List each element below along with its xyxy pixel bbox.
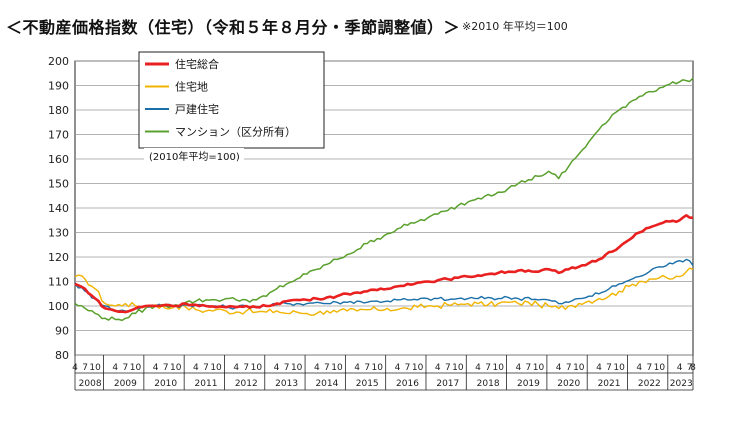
x-month-tick-label: 4 [435, 363, 441, 373]
legend-label-detached: 戸建住宅 [175, 102, 219, 116]
series-layer [74, 77, 694, 322]
x-year-label: 2023 [670, 379, 693, 389]
x-year-label: 2017 [436, 379, 459, 389]
x-month-tick-label: 10 [533, 363, 545, 373]
x-month-tick-label: 7 [606, 363, 612, 373]
x-month-tick-label: 7 [526, 363, 532, 373]
x-month-tick-label: 4 [72, 363, 78, 373]
x-year-label: 2011 [195, 379, 218, 389]
series-line-detached [74, 258, 694, 312]
y-tick-label: 130 [48, 227, 69, 240]
x-month-tick-label: 4 [475, 363, 481, 373]
x-year-label: 2014 [315, 379, 338, 389]
x-year-label: 2013 [275, 379, 298, 389]
x-year-label: 2016 [396, 379, 419, 389]
x-month-tick-label: 7 [646, 363, 652, 373]
x-month-tick-label: 4 [354, 363, 360, 373]
x-month-tick-label: 10 [412, 363, 424, 373]
x-month-tick-label: 10 [89, 363, 101, 373]
x-month-tick-label: 7 [566, 363, 572, 373]
y-tick-label: 200 [48, 55, 69, 68]
y-tick-label: 80 [55, 349, 69, 362]
y-tick-label: 120 [48, 251, 69, 264]
x-month-tick-label: 10 [452, 363, 464, 373]
x-month-tick-label: 10 [130, 363, 142, 373]
x-month-tick-label: 10 [613, 363, 625, 373]
x-year-label: 2020 [557, 379, 580, 389]
x-month-tick-label: 10 [291, 363, 303, 373]
x-month-tick-label: 10 [251, 363, 263, 373]
x-month-tick-label: 7 [324, 363, 330, 373]
x-year-label: 2021 [598, 379, 621, 389]
x-month-tick-label: 7 [123, 363, 129, 373]
x-month-tick-label: 7 [203, 363, 209, 373]
x-month-tick-label: 10 [372, 363, 384, 373]
x-month-tick-label: 4 [112, 363, 118, 373]
y-tick-label: 140 [48, 202, 69, 215]
x-month-tick-label: 10 [492, 363, 504, 373]
series-line-land [74, 267, 694, 316]
x-month-tick-label: 10 [654, 363, 666, 373]
x-month-tick-label: 7 [687, 363, 693, 373]
x-month-tick-label: 4 [274, 363, 280, 373]
x-month-tick-label: 7 [485, 363, 491, 373]
x-month-tick-label: 10 [170, 363, 182, 373]
y-tick-label: 180 [48, 104, 69, 117]
y-tick-label: 110 [48, 276, 69, 289]
x-year-label: 2019 [517, 379, 540, 389]
x-month-tick-label: 8 [690, 363, 696, 373]
x-month-tick-label: 4 [193, 363, 199, 373]
base-note-bg [144, 148, 244, 164]
base-note-label: (2010年平均=100) [149, 150, 240, 163]
base-year-note: ※2010 年平均＝100 [462, 20, 568, 33]
legend-label-condo: マンション（区分所有） [175, 125, 296, 139]
x-year-label: 2010 [154, 379, 177, 389]
x-year-label: 2012 [235, 379, 258, 389]
y-tick-label: 150 [48, 178, 69, 191]
x-month-tick-label: 7 [82, 363, 88, 373]
x-month-tick-label: 10 [573, 363, 585, 373]
x-year-label: 2015 [356, 379, 379, 389]
x-year-label: 2018 [477, 379, 500, 389]
x-month-tick-label: 4 [636, 363, 642, 373]
series-line-total [74, 214, 694, 314]
x-month-tick-label: 7 [445, 363, 451, 373]
x-month-tick-label: 4 [515, 363, 521, 373]
x-year-label: 2009 [114, 379, 137, 389]
x-month-tick-label: 10 [210, 363, 222, 373]
y-tick-label: 160 [48, 153, 69, 166]
y-tick-label: 190 [48, 80, 69, 93]
x-month-tick-label: 4 [153, 363, 159, 373]
x-month-tick-label: 7 [243, 363, 249, 373]
x-month-tick-label: 4 [596, 363, 602, 373]
x-month-tick-label: 7 [163, 363, 169, 373]
legend-label-total: 住宅総合 [175, 57, 219, 71]
x-month-tick-label: 4 [314, 363, 320, 373]
x-year-label: 2008 [79, 379, 102, 389]
y-tick-label: 100 [48, 300, 69, 313]
x-month-tick-label: 4 [233, 363, 239, 373]
y-tick-label: 90 [55, 325, 69, 338]
x-month-tick-label: 10 [331, 363, 343, 373]
x-month-tick-label: 7 [364, 363, 370, 373]
y-tick-label: 170 [48, 129, 69, 142]
x-year-label: 2022 [638, 379, 661, 389]
x-month-tick-label: 4 [677, 363, 683, 373]
x-month-tick-label: 4 [556, 363, 562, 373]
chart-title: ＜不動産価格指数（住宅）（令和５年８月分・季節調整値）＞ [6, 18, 461, 37]
x-month-tick-label: 7 [284, 363, 290, 373]
x-month-tick-label: 4 [395, 363, 401, 373]
x-month-tick-label: 7 [405, 363, 411, 373]
legend-box [138, 51, 325, 149]
legend-label-land: 住宅地 [175, 80, 208, 94]
